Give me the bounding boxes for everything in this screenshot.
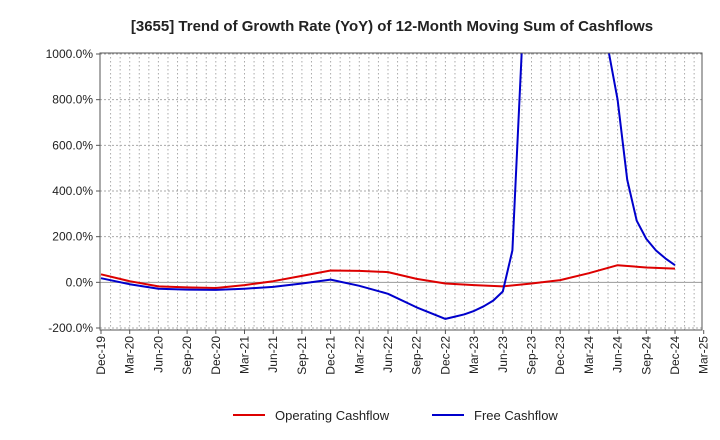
legend-label: Operating Cashflow (275, 408, 390, 423)
x-tick-label: Jun-23 (496, 336, 510, 373)
x-tick-label: Jun-24 (611, 336, 625, 373)
x-tick-label: Mar-23 (467, 336, 481, 374)
x-tick-label: Sep-20 (180, 336, 194, 375)
x-tick-label: Dec-21 (324, 336, 338, 375)
y-tick-label: 1000.0% (46, 47, 94, 61)
y-tick-label: -200.0% (48, 321, 93, 335)
x-tick-label: Dec-23 (553, 336, 567, 375)
series-line-operating-cashflow (100, 264, 676, 289)
chart-title: [3655] Trend of Growth Rate (YoY) of 12-… (131, 18, 653, 35)
x-tick-label: Sep-22 (410, 336, 424, 375)
y-tick-label: 600.0% (52, 138, 93, 152)
grid (100, 53, 702, 330)
axis-ticks: 1000.0% 800.0% 600.0% 400.0% 200.0% 0.0% -200.… (46, 47, 711, 375)
x-tick-label: Mar-20 (123, 336, 137, 374)
y-tick-label: 400.0% (52, 184, 93, 198)
x-tick-label: Mar-21 (238, 336, 252, 374)
x-tick-label: Mar-22 (352, 336, 366, 374)
x-tick-label: Mar-24 (582, 336, 596, 374)
x-tick-label: Mar-25 (697, 336, 711, 374)
x-tick-label: Jun-21 (266, 336, 280, 373)
series-lines (100, 53, 676, 320)
x-tick-label: Jun-20 (151, 336, 165, 373)
x-tick-label: Dec-24 (668, 336, 682, 375)
x-tick-label: Dec-22 (438, 336, 452, 375)
x-tick-label: Jun-22 (381, 336, 395, 373)
y-tick-label: 800.0% (52, 93, 93, 107)
x-tick-label: Dec-19 (94, 336, 108, 375)
x-tick-label: Sep-21 (295, 336, 309, 375)
x-tick-label: Dec-20 (209, 336, 223, 375)
plot-frame (99, 52, 703, 331)
series-line-free-cashflow (100, 53, 676, 320)
y-tick-label: 200.0% (52, 230, 93, 244)
x-tick-label: Sep-24 (639, 336, 653, 375)
y-tick-label: 0.0% (66, 275, 94, 289)
legend-label: Free Cashflow (474, 408, 558, 423)
x-tick-label: Sep-23 (525, 336, 539, 375)
legend: Operating Cashflow Free Cashflow (233, 408, 558, 423)
